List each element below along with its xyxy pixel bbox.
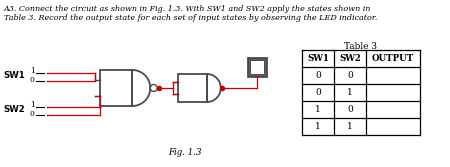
Bar: [248, 58, 266, 76]
Text: 0: 0: [30, 76, 35, 84]
Text: 0: 0: [30, 110, 35, 118]
Text: SW2: SW2: [3, 105, 25, 114]
Text: 0: 0: [347, 105, 353, 114]
Text: Fig. 1.3: Fig. 1.3: [168, 148, 202, 157]
Text: 1: 1: [315, 122, 321, 131]
Bar: [100, 70, 132, 106]
Bar: [178, 74, 207, 102]
Bar: [250, 60, 264, 74]
Text: Table 3. Record the output state for each set of input states by observing the L: Table 3. Record the output state for eac…: [4, 14, 378, 22]
Text: 0: 0: [347, 71, 353, 80]
Text: SW2: SW2: [339, 54, 361, 63]
Text: 0: 0: [315, 71, 321, 80]
Text: 0: 0: [315, 88, 321, 97]
Text: 1: 1: [347, 88, 353, 97]
Text: A3. Connect the circuit as shown in Fig. 1.3. With SW1 and SW2 apply the states : A3. Connect the circuit as shown in Fig.…: [4, 5, 371, 13]
Text: SW1: SW1: [307, 54, 329, 63]
Text: Table 3: Table 3: [345, 42, 378, 51]
Text: 1: 1: [347, 122, 353, 131]
Text: 1: 1: [30, 101, 35, 109]
Text: 1: 1: [315, 105, 321, 114]
Text: OUTPUT: OUTPUT: [372, 54, 414, 63]
Text: 1: 1: [30, 67, 35, 75]
Text: SW1: SW1: [3, 70, 25, 79]
